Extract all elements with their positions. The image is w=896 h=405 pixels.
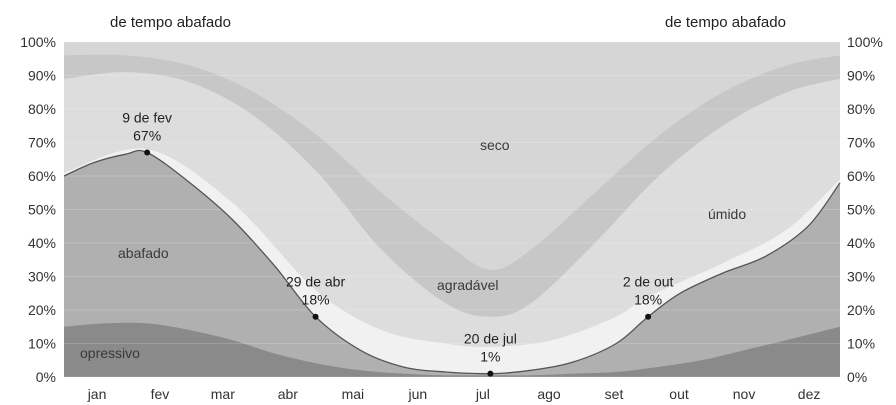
y-tick-label: 90% <box>28 68 56 84</box>
area-oppressive <box>64 322 840 377</box>
y-tick-label: 30% <box>28 269 56 285</box>
top-label-right: de tempo abafado <box>665 14 786 31</box>
y-tick-label: 70% <box>28 135 56 151</box>
chart-annotations: 9 de fev 67% 29 de abr 18% 20 de jul 1% 2 de o… <box>122 110 674 377</box>
y-tick-label: 0% <box>36 369 56 385</box>
x-tick-label: mar <box>211 386 235 402</box>
top-label-left: de tempo abafado <box>110 14 231 31</box>
y-tick-label: 80% <box>847 101 875 117</box>
x-tick-label: fev <box>151 386 170 402</box>
y-tick-label: 80% <box>28 101 56 117</box>
y-axis-right: 0% 10% 20% 30% 40% 50% 60% 70% 80% 90% 100% <box>847 34 883 385</box>
y-tick-label: 60% <box>28 168 56 184</box>
y-tick-label: 30% <box>847 269 875 285</box>
x-tick-label: ago <box>537 386 561 402</box>
area-muggy <box>64 150 840 377</box>
y-tick-label: 100% <box>847 34 883 50</box>
x-axis: jan fev mar abr mai jun jul ago set out nov dez <box>87 386 821 402</box>
chart-boundary-lines <box>63 149 841 375</box>
y-tick-label: 10% <box>28 336 56 352</box>
x-tick-label: jan <box>87 386 107 402</box>
x-tick-label: dez <box>798 386 821 402</box>
annotation-value: 18% <box>634 292 662 308</box>
region-label-humid: úmido <box>708 206 746 222</box>
series-line-muggy <box>63 149 841 375</box>
chart-areas <box>64 0 840 378</box>
y-axis-left: 0% 10% 20% 30% 40% 50% 60% 70% 80% 90% 100% <box>20 34 56 385</box>
y-tick-label: 40% <box>847 235 875 251</box>
y-tick-label: 90% <box>847 68 875 84</box>
y-tick-label: 10% <box>847 336 875 352</box>
annotation-point <box>312 313 319 320</box>
region-label-comfortable: agradável <box>437 277 499 293</box>
y-tick-label: 50% <box>28 202 56 218</box>
annotation-date: 20 de jul <box>464 331 517 347</box>
x-tick-label: out <box>669 386 689 402</box>
annotation-value: 67% <box>133 128 161 144</box>
x-tick-label: set <box>605 386 624 402</box>
annotation-point <box>487 370 494 377</box>
region-label-dry: seco <box>480 137 510 153</box>
annotation-date: 29 de abr <box>286 274 345 290</box>
annotation-point <box>144 149 151 156</box>
x-tick-label: jul <box>475 386 490 402</box>
y-tick-label: 20% <box>847 302 875 318</box>
region-label-oppressive: opressivo <box>80 345 140 361</box>
x-tick-label: mai <box>342 386 365 402</box>
header-band <box>64 0 840 42</box>
y-tick-label: 100% <box>20 34 56 50</box>
y-tick-label: 20% <box>28 302 56 318</box>
annotation-value: 1% <box>480 349 500 365</box>
annotation-date: 2 de out <box>623 274 674 290</box>
y-tick-label: 50% <box>847 202 875 218</box>
region-label-muggy: abafado <box>118 245 169 261</box>
y-tick-label: 60% <box>847 168 875 184</box>
x-tick-label: nov <box>733 386 756 402</box>
annotation-value: 18% <box>302 292 330 308</box>
y-tick-label: 70% <box>847 135 875 151</box>
y-tick-label: 0% <box>847 369 867 385</box>
annotation-point <box>645 313 652 320</box>
annotation-date: 9 de fev <box>122 110 172 126</box>
x-tick-label: abr <box>278 386 299 402</box>
x-tick-label: jun <box>408 386 428 402</box>
chart-gridlines <box>64 41 840 378</box>
y-tick-label: 40% <box>28 235 56 251</box>
